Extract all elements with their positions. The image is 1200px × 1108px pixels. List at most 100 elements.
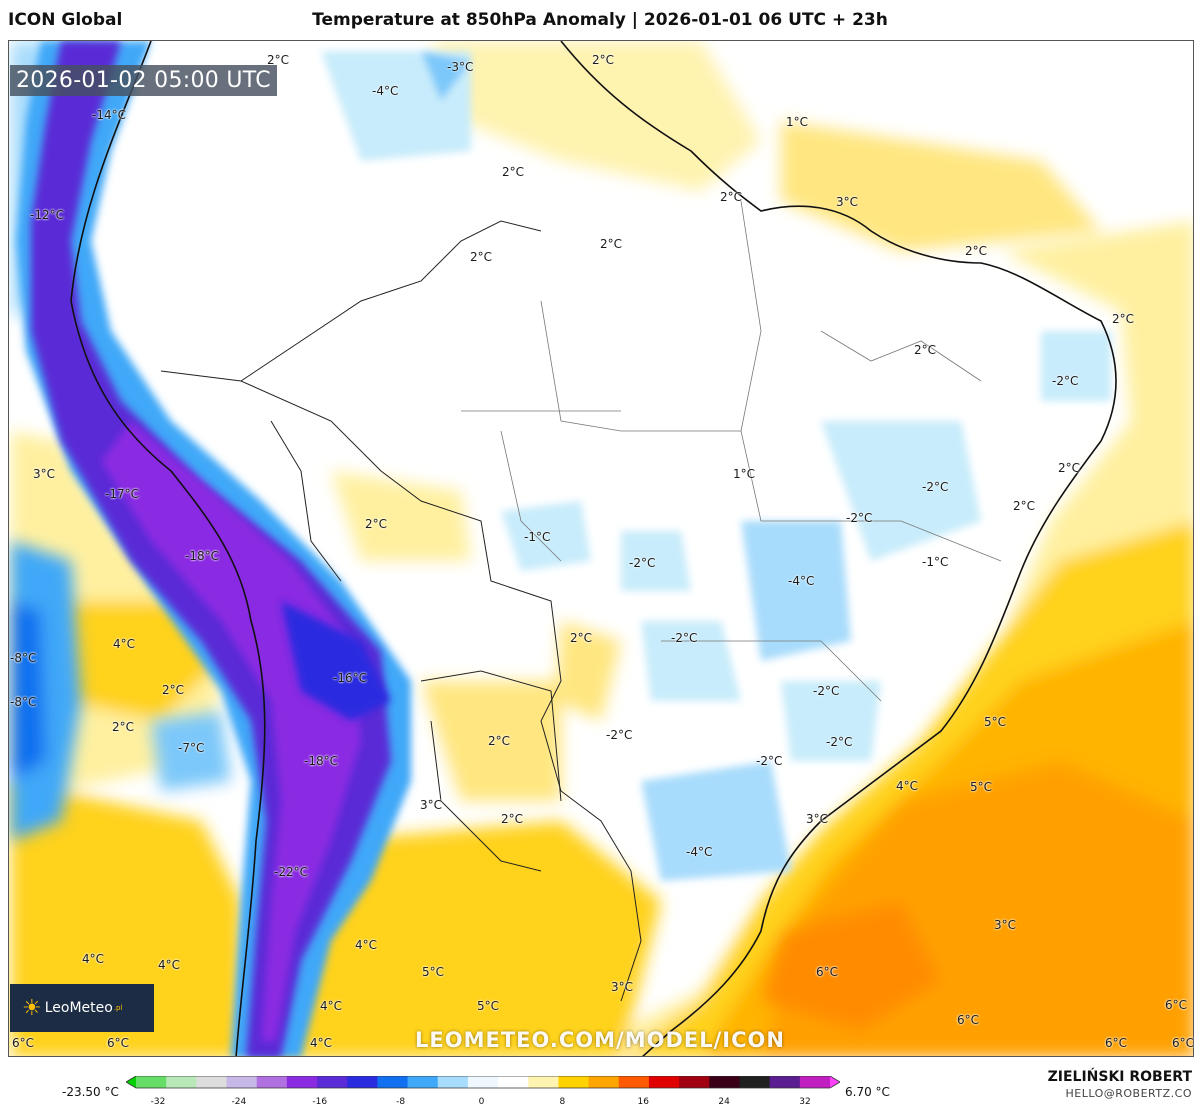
contour-label: -8°C: [10, 651, 37, 665]
contour-label: -2°C: [1052, 374, 1079, 388]
logo-text: LeoMeteo: [44, 1000, 113, 1016]
coastline: [70, 41, 1117, 1056]
contour-label: 2°C: [570, 631, 593, 645]
colorbar-swatch: [407, 1076, 439, 1088]
colorbar-swatch: [498, 1076, 529, 1088]
contour-label: -16°C: [333, 671, 367, 685]
contour-label: 3°C: [806, 812, 829, 826]
contour-label: -2°C: [846, 511, 873, 525]
contour-label: 6°C: [1172, 1036, 1195, 1050]
contour-label: 1°C: [786, 115, 809, 129]
contour-label: -2°C: [813, 684, 840, 698]
colorbar-tick-label: -24: [231, 1097, 247, 1107]
contour-label: 2°C: [592, 53, 615, 67]
contour-label: 4°C: [113, 637, 136, 651]
logo-suffix: .pl: [113, 1004, 123, 1012]
contour-label: 6°C: [816, 965, 839, 979]
colorbar-tick-label: 24: [718, 1097, 730, 1107]
watermark-url: LEOMETEO.COM/MODEL/ICON: [415, 1028, 785, 1052]
contour-label: 6°C: [107, 1036, 130, 1050]
contour-label: 2°C: [162, 683, 185, 697]
author-name: ZIELIŃSKI ROBERT: [1047, 1069, 1192, 1085]
contour-label: 5°C: [477, 999, 500, 1013]
contour-label: -22°C: [274, 865, 308, 879]
contour-label: 2°C: [470, 250, 493, 264]
anomaly-map: [8, 40, 1194, 1057]
colorbar-swatch: [226, 1076, 258, 1088]
colorbar-swatch: [648, 1076, 680, 1088]
contour-label: -3°C: [447, 60, 474, 74]
colorbar-swatch: [166, 1076, 197, 1088]
political-borders: [160, 220, 642, 1002]
colorbar-max-arrow: [830, 1076, 840, 1088]
colorbar-swatch: [528, 1076, 559, 1088]
contour-label: 5°C: [984, 715, 1007, 729]
contour-label: 6°C: [12, 1036, 35, 1050]
contour-label: -4°C: [686, 845, 713, 859]
cool-anomaly-fields: [321, 51, 1111, 881]
model-name: ICON Global: [8, 10, 123, 30]
contour-label: -4°C: [372, 84, 399, 98]
contour-label: -7°C: [178, 741, 205, 755]
colorbar-swatch: [588, 1076, 620, 1088]
colorbar-swatch: [467, 1076, 499, 1088]
contour-label: 2°C: [365, 517, 388, 531]
colorbar-tick-label: -16: [312, 1097, 328, 1107]
contour-label: 4°C: [355, 938, 378, 952]
contour-label: 6°C: [1105, 1036, 1128, 1050]
colorbar-swatch: [347, 1076, 378, 1088]
contour-label: 2°C: [501, 812, 524, 826]
colorbar-swatch: [136, 1076, 167, 1088]
colorbar-tick-label: 0: [478, 1097, 485, 1107]
contour-label: 4°C: [896, 779, 919, 793]
author-email: HELLO@ROBERTZ.CO: [1065, 1087, 1192, 1100]
contour-label: -18°C: [304, 754, 338, 768]
sun-icon: ☀: [22, 995, 42, 1021]
colorbar-swatch: [799, 1076, 831, 1088]
colorbar-min-label: -23.50 °C: [62, 1085, 119, 1099]
contour-label: -1°C: [524, 530, 551, 544]
colorbar-min-arrow: [126, 1076, 136, 1088]
leometeo-logo: ☀ LeoMeteo .pl: [10, 984, 154, 1032]
contour-label: 4°C: [82, 952, 105, 966]
contour-label: -2°C: [606, 728, 633, 742]
colorbar: [126, 1076, 840, 1089]
andes-cold-band: [16, 41, 411, 1056]
colorbar-swatch: [437, 1076, 469, 1088]
colorbar-swatch: [618, 1076, 650, 1088]
contour-label: -17°C: [105, 487, 139, 501]
contour-label: 2°C: [488, 734, 511, 748]
colorbar-swatch: [769, 1076, 801, 1088]
colorbar-tick-label: 16: [637, 1097, 649, 1107]
valid-time: 2026-01-02 05:00 UTC: [10, 65, 277, 96]
colorbar-tick-label: -8: [396, 1097, 406, 1107]
contour-label: 3°C: [836, 195, 859, 209]
state-borders: [461, 200, 1002, 702]
contour-label: 6°C: [1165, 998, 1188, 1012]
map-canvas: [9, 41, 1193, 1056]
colorbar-swatch: [317, 1076, 348, 1088]
contour-label: 4°C: [320, 999, 343, 1013]
contour-label: 2°C: [720, 190, 743, 204]
contour-label: 2°C: [600, 237, 623, 251]
contour-label: -2°C: [826, 735, 853, 749]
contour-label: 3°C: [994, 918, 1017, 932]
contour-label: -2°C: [756, 754, 783, 768]
contour-label: 2°C: [1058, 461, 1081, 475]
colorbar-swatch: [377, 1076, 409, 1088]
contour-label: 5°C: [422, 965, 445, 979]
colorbar-swatch: [558, 1076, 590, 1088]
contour-label: 3°C: [611, 980, 634, 994]
map-title: Temperature at 850hPa Anomaly | 2026-01-…: [312, 10, 888, 30]
contour-label: -1°C: [922, 555, 949, 569]
contour-label: 2°C: [1112, 312, 1135, 326]
colorbar-tick-label: -32: [150, 1097, 166, 1107]
contour-label: 2°C: [267, 53, 290, 67]
contour-label: 6°C: [957, 1013, 980, 1027]
colorbar-swatch: [709, 1076, 740, 1088]
colorbar-swatch: [286, 1076, 318, 1088]
contour-label: -18°C: [185, 549, 219, 563]
contour-label: -4°C: [788, 574, 815, 588]
contour-label: 1°C: [733, 467, 756, 481]
contour-label: 3°C: [33, 467, 56, 481]
